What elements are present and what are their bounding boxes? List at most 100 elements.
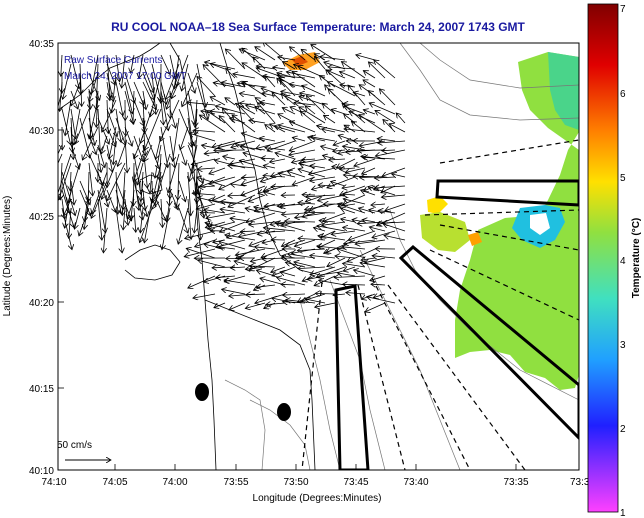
current-vector bbox=[306, 96, 326, 115]
current-vector bbox=[79, 189, 91, 216]
current-vector bbox=[178, 207, 189, 244]
current-vector bbox=[70, 144, 79, 169]
current-vector bbox=[255, 293, 286, 303]
current-vector bbox=[255, 98, 266, 106]
current-vector bbox=[360, 177, 376, 178]
x-tick-label: 73:35 bbox=[503, 477, 528, 488]
current-vector bbox=[348, 85, 366, 106]
current-vector bbox=[167, 198, 171, 222]
current-vector bbox=[144, 144, 153, 162]
current-vector bbox=[278, 114, 296, 124]
current-vector bbox=[277, 78, 286, 88]
current-vector bbox=[225, 98, 236, 106]
x-tick-label: 73:40 bbox=[403, 477, 428, 488]
current-vector bbox=[228, 165, 256, 168]
current-vector bbox=[361, 190, 376, 196]
current-vector bbox=[363, 110, 376, 115]
current-vector bbox=[385, 203, 406, 211]
current-vector bbox=[127, 198, 135, 219]
current-vector bbox=[392, 174, 406, 177]
current-vector bbox=[233, 74, 256, 79]
y-tick-label: 40:30 bbox=[29, 126, 54, 137]
current-vector bbox=[282, 213, 306, 215]
current-vector bbox=[115, 54, 120, 82]
current-vector bbox=[343, 199, 366, 205]
current-vector bbox=[365, 257, 386, 263]
current-vector bbox=[91, 54, 99, 94]
current-vector bbox=[263, 228, 296, 232]
current-vector bbox=[142, 72, 154, 100]
current-vector bbox=[69, 207, 71, 238]
colorbar-tick-label: 1 bbox=[620, 508, 626, 518]
current-vector bbox=[295, 212, 326, 218]
current-vector bbox=[187, 198, 191, 239]
current-vector bbox=[155, 144, 162, 178]
current-vector bbox=[343, 227, 366, 232]
x-tick-label: 73:45 bbox=[343, 477, 368, 488]
current-vector bbox=[194, 130, 216, 132]
current-vector bbox=[82, 126, 99, 160]
current-vector bbox=[318, 236, 346, 241]
current-vector bbox=[219, 116, 236, 133]
current-vector bbox=[106, 63, 115, 85]
current-vector bbox=[310, 176, 336, 181]
current-vector bbox=[255, 47, 276, 61]
current-vector bbox=[263, 192, 276, 195]
current-vector bbox=[106, 189, 116, 212]
current-vector bbox=[256, 270, 276, 277]
current-vector bbox=[305, 203, 336, 210]
current-vector bbox=[342, 186, 356, 188]
current-vector bbox=[109, 126, 117, 159]
x-tick-labels: 74:10 74:05 74:00 73:55 73:50 73:45 73:4… bbox=[41, 477, 589, 488]
current-vector bbox=[187, 90, 195, 125]
current-vector bbox=[343, 146, 366, 151]
y-tick-label: 40:20 bbox=[29, 298, 54, 309]
current-vector bbox=[186, 248, 216, 259]
current-vector bbox=[71, 180, 74, 205]
current-vector bbox=[196, 63, 206, 107]
current-vector bbox=[182, 72, 198, 107]
current-vector bbox=[343, 266, 356, 271]
y-tick-label: 40:15 bbox=[29, 384, 54, 395]
current-vector bbox=[212, 194, 226, 201]
current-vector bbox=[80, 72, 81, 95]
colorbar-tick-label: 4 bbox=[620, 256, 626, 267]
current-vector bbox=[189, 133, 216, 142]
current-vector bbox=[74, 207, 81, 229]
current-vector bbox=[115, 117, 126, 145]
current-vector bbox=[282, 294, 306, 295]
current-vector bbox=[305, 106, 316, 115]
current-vector bbox=[319, 221, 336, 223]
current-vector bbox=[278, 173, 296, 178]
y-tick-labels: 40:35 40:30 40:25 40:20 40:15 40:10 bbox=[29, 39, 54, 477]
current-vector bbox=[173, 117, 180, 161]
current-vector bbox=[312, 186, 326, 190]
current-vector bbox=[133, 153, 144, 182]
current-vector bbox=[256, 68, 286, 79]
current-vector bbox=[195, 99, 197, 127]
current-vector bbox=[367, 297, 396, 304]
current-vector bbox=[151, 63, 161, 101]
current-vector bbox=[348, 230, 376, 240]
current-vector bbox=[191, 158, 216, 165]
current-vector bbox=[379, 89, 396, 106]
current-vector bbox=[300, 111, 316, 124]
current-vector bbox=[89, 72, 99, 102]
current-vector bbox=[107, 99, 108, 134]
current-vector bbox=[378, 141, 406, 143]
current-vector bbox=[340, 85, 356, 87]
current-vector bbox=[162, 207, 171, 250]
current-vector bbox=[280, 272, 296, 277]
current-vector bbox=[315, 293, 336, 294]
current-vector bbox=[98, 153, 101, 172]
current-vector bbox=[314, 57, 326, 70]
current-vector bbox=[160, 90, 168, 131]
current-vector bbox=[142, 144, 147, 188]
coastlines bbox=[58, 43, 341, 470]
current-vector bbox=[150, 171, 152, 193]
current-vector bbox=[294, 262, 316, 268]
current-vector bbox=[84, 189, 90, 222]
current-vector bbox=[242, 48, 256, 61]
current-vector bbox=[193, 293, 216, 298]
y-tick-label: 40:25 bbox=[29, 212, 54, 223]
